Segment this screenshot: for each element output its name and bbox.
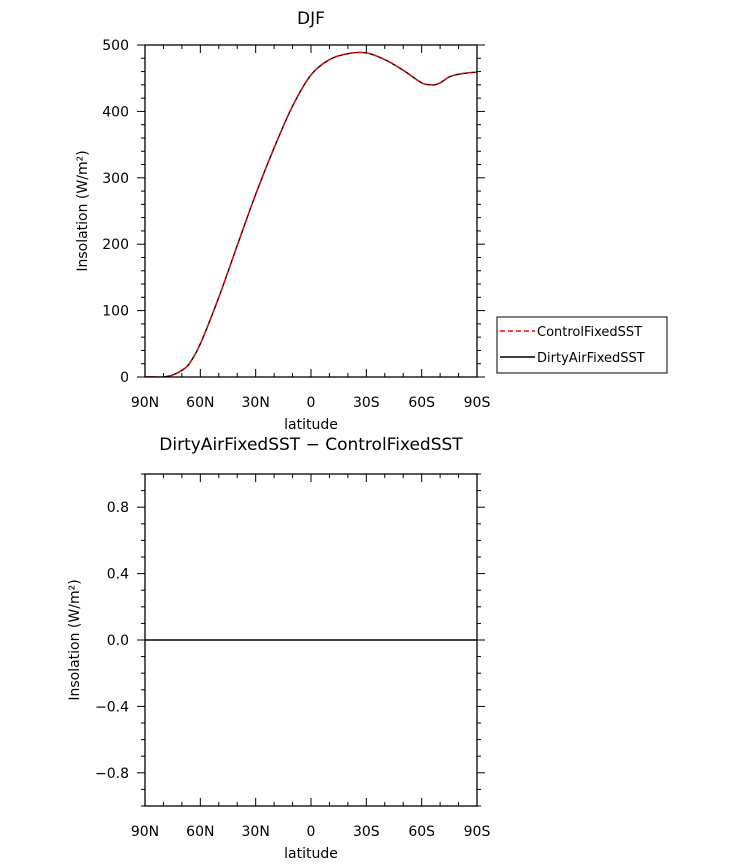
x-axis-label: latitude: [284, 417, 338, 433]
legend-label: DirtyAirFixedSST: [537, 351, 645, 366]
plot-frame: [144, 44, 478, 378]
series-line-controlfixedsst: [145, 51, 477, 377]
y-tick-label: 0.4: [107, 567, 129, 583]
x-axis-label: latitude: [284, 846, 338, 862]
y-tick-label: 200: [102, 237, 129, 253]
x-tick-label: 30S: [353, 824, 380, 840]
x-tick-label: 90N: [131, 395, 159, 411]
x-tick-label: 60N: [186, 824, 214, 840]
x-tick-label: 90N: [131, 824, 159, 840]
chart-title: DirtyAirFixedSST − ControlFixedSST: [159, 435, 463, 455]
x-tick-label: 0: [307, 395, 316, 411]
y-axis-label: Insolation (W/m²): [75, 150, 91, 271]
y-tick-label: −0.8: [95, 766, 129, 782]
x-tick-label: 60S: [408, 395, 435, 411]
y-tick-label: 300: [102, 171, 129, 187]
y-tick-label: 0: [120, 370, 129, 386]
x-tick-label: 30N: [242, 824, 270, 840]
y-tick-label: 0.0: [107, 633, 129, 649]
y-tick-label: 500: [102, 38, 129, 54]
y-tick-label: 100: [102, 304, 129, 320]
legend-label: ControlFixedSST: [537, 325, 642, 340]
x-tick-label: 60S: [408, 824, 435, 840]
legend-box: [496, 316, 668, 374]
x-tick-label: 90S: [464, 824, 491, 840]
x-tick-label: 30S: [353, 395, 380, 411]
y-tick-label: 0.8: [107, 500, 129, 516]
x-tick-label: 90S: [464, 395, 491, 411]
x-tick-label: 0: [307, 824, 316, 840]
series-group: [145, 51, 477, 377]
x-tick-label: 30N: [242, 395, 270, 411]
chart-panel-2: DirtyAirFixedSST − ControlFixedSST 90N 60N…: [67, 435, 490, 862]
x-tick-label: 60N: [186, 395, 214, 411]
series-line-dirtyairfixedsst: [145, 51, 477, 377]
y-tick-label: −0.4: [95, 699, 129, 715]
y-tick-label: 400: [102, 104, 129, 120]
legend: ControlFixedSST DirtyAirFixedSST: [496, 316, 668, 374]
chart-panel-1: DJF 90N 60N 30N 0 30S 60S 90S 0 100 200 300 400 500 la…: [75, 9, 668, 433]
chart-title: DJF: [297, 9, 325, 29]
y-axis-label: Insolation (W/m²): [67, 579, 83, 700]
